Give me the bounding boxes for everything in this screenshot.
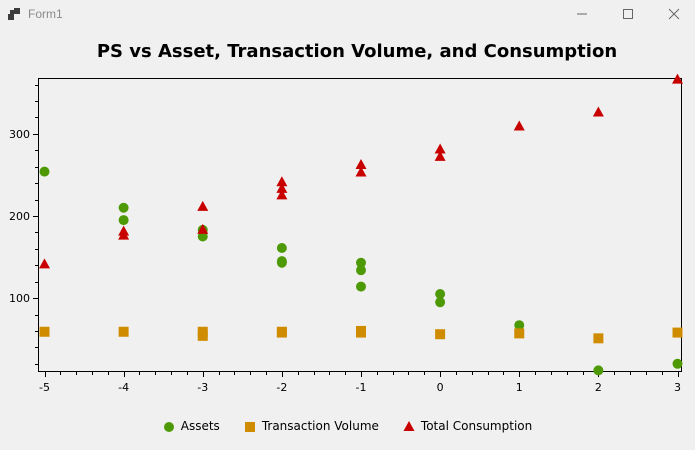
x-tick-label: -1 [356, 381, 367, 394]
circle-marker-icon [163, 422, 174, 432]
legend-marker-shape [244, 422, 255, 432]
assets-point [514, 320, 525, 331]
x-tick-label: -3 [197, 381, 208, 394]
assets-point [118, 215, 129, 226]
total-consumption-point [434, 143, 446, 154]
legend-marker-shape [163, 422, 174, 432]
total-consumption-point [39, 258, 50, 269]
transaction-volume-point [435, 329, 446, 340]
total-consumption-point [276, 189, 288, 200]
x-tick-label: -2 [276, 381, 287, 394]
total-consumption-point [197, 223, 209, 234]
transaction-volume-point [514, 328, 525, 339]
legend-label: Total Consumption [420, 419, 533, 433]
y-tick-label: 100 [9, 292, 30, 305]
legend-item: Total Consumption [403, 419, 532, 433]
square-marker-icon [244, 422, 255, 432]
x-tick-label: -5 [39, 381, 50, 394]
assets-point [435, 288, 446, 299]
transaction-volume-point [197, 330, 208, 341]
total-consumption-point [276, 182, 288, 193]
transaction-volume-point [276, 327, 287, 338]
window-titlebar: Form1 [0, 0, 695, 28]
total-consumption-point [355, 166, 367, 177]
assets-point [39, 166, 50, 177]
legend-label: Transaction Volume [261, 419, 379, 433]
transaction-volume-point [672, 327, 683, 338]
minimize-button[interactable] [559, 0, 605, 28]
total-consumption-point [592, 106, 604, 117]
legend-label: Assets [180, 419, 220, 433]
x-tick-label: 2 [595, 381, 602, 394]
chart-title: PS vs Asset, Transaction Volume, and Con… [97, 41, 617, 62]
total-consumption-point [118, 229, 130, 240]
triangle-marker-icon [403, 421, 415, 431]
legend-marker-shape [403, 421, 415, 431]
transaction-volume-point [118, 326, 129, 337]
total-consumption-point [276, 176, 288, 187]
legend-item: Transaction Volume [244, 419, 379, 433]
close-icon [668, 8, 680, 20]
assets-point [276, 257, 287, 268]
transaction-volume-point [593, 333, 604, 344]
x-tick-label: -4 [118, 381, 129, 394]
assets-point [197, 231, 208, 242]
minimize-icon [577, 13, 587, 15]
x-tick-label: 3 [674, 381, 681, 394]
transaction-volume-point [356, 327, 366, 338]
assets-point [276, 242, 287, 253]
assets-point [356, 281, 366, 292]
window-title: Form1 [28, 7, 63, 21]
chart-legend: Assets Transaction Volume Total Consumptio… [0, 414, 695, 438]
total-consumption-point [513, 120, 525, 131]
y-tick-label: 300 [9, 128, 30, 141]
plot-area [38, 78, 682, 372]
total-consumption-point [197, 200, 209, 211]
assets-point [593, 365, 604, 376]
assets-point [435, 297, 446, 308]
scatter-chart: PS vs Asset, Transaction Volume, and Con… [9, 41, 683, 394]
close-button[interactable] [651, 0, 695, 28]
y-tick-label: 200 [9, 210, 30, 223]
transaction-volume-point [39, 326, 50, 337]
maximize-icon [623, 9, 633, 19]
legend-item: Assets [163, 419, 220, 433]
app-icon [8, 8, 20, 20]
assets-point [118, 202, 129, 213]
x-tick-label: 1 [516, 381, 523, 394]
maximize-button[interactable] [605, 0, 651, 28]
total-consumption-point [434, 150, 446, 161]
assets-point [672, 358, 683, 369]
total-consumption-point [672, 73, 683, 84]
assets-point [356, 257, 366, 268]
total-consumption-point [355, 159, 367, 170]
x-tick-label: 0 [437, 381, 444, 394]
assets-point [356, 265, 366, 276]
